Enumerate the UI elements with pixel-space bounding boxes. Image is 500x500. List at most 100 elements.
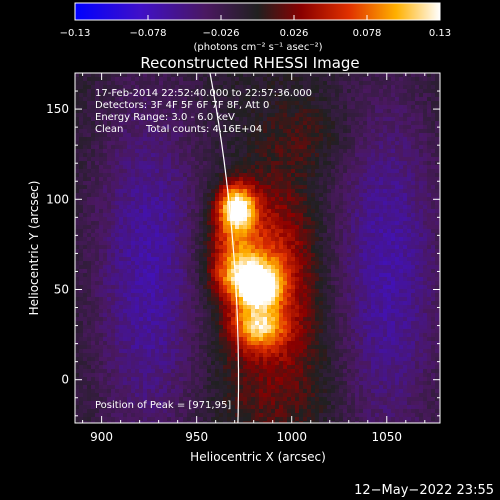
heatmap-cell bbox=[319, 97, 324, 102]
heatmap-cell bbox=[243, 97, 248, 102]
heatmap-cell bbox=[179, 233, 184, 238]
heatmap-cell bbox=[251, 221, 256, 226]
heatmap-cell bbox=[91, 261, 96, 266]
heatmap-cell bbox=[79, 97, 84, 102]
heatmap-cell bbox=[179, 133, 184, 138]
heatmap-cell bbox=[223, 185, 228, 190]
heatmap-cell bbox=[435, 217, 440, 222]
heatmap-cell bbox=[247, 237, 252, 242]
heatmap-cell bbox=[367, 269, 372, 274]
heatmap-cell bbox=[111, 169, 116, 174]
heatmap-cell bbox=[343, 149, 348, 154]
heatmap-cell bbox=[179, 221, 184, 226]
heatmap-cell bbox=[351, 285, 356, 290]
heatmap-cell bbox=[251, 237, 256, 242]
heatmap-cell bbox=[291, 189, 296, 194]
heatmap-cell bbox=[131, 253, 136, 258]
heatmap-cell bbox=[231, 117, 236, 122]
heatmap-cell bbox=[427, 197, 432, 202]
heatmap-cell bbox=[315, 125, 320, 130]
heatmap-cell bbox=[267, 197, 272, 202]
heatmap-cell bbox=[187, 221, 192, 226]
heatmap-cell bbox=[387, 97, 392, 102]
heatmap-cell bbox=[103, 165, 108, 170]
heatmap-cell bbox=[107, 81, 112, 86]
heatmap-cell bbox=[259, 81, 264, 86]
heatmap-cell bbox=[115, 233, 120, 238]
heatmap-cell bbox=[295, 273, 300, 278]
heatmap-cell bbox=[259, 149, 264, 154]
heatmap-cell bbox=[227, 109, 232, 114]
heatmap-cell bbox=[115, 157, 120, 162]
heatmap-cell bbox=[123, 137, 128, 142]
heatmap-cell bbox=[223, 205, 228, 210]
heatmap-cell bbox=[239, 165, 244, 170]
heatmap-cell bbox=[79, 161, 84, 166]
heatmap-cell bbox=[111, 137, 116, 142]
heatmap-cell bbox=[147, 277, 152, 282]
heatmap-cell bbox=[243, 253, 248, 258]
heatmap-cell bbox=[207, 221, 212, 226]
heatmap-cell bbox=[239, 229, 244, 234]
heatmap-cell bbox=[371, 281, 376, 286]
heatmap-cell bbox=[271, 209, 276, 214]
heatmap-cell bbox=[187, 189, 192, 194]
heatmap-cell bbox=[363, 129, 368, 134]
heatmap-cell bbox=[315, 189, 320, 194]
colorbar-tick-label: −0.078 bbox=[129, 28, 166, 39]
heatmap-cell bbox=[319, 201, 324, 206]
heatmap-cell bbox=[119, 285, 124, 290]
heatmap-cell bbox=[407, 257, 412, 262]
heatmap-cell bbox=[339, 237, 344, 242]
heatmap-cell bbox=[271, 101, 276, 106]
heatmap-cell bbox=[95, 205, 100, 210]
heatmap-cell bbox=[259, 281, 264, 286]
heatmap-cell bbox=[295, 241, 300, 246]
heatmap-cell bbox=[407, 89, 412, 94]
heatmap-cell bbox=[99, 153, 104, 158]
heatmap-cell bbox=[191, 93, 196, 98]
heatmap-cell bbox=[95, 73, 100, 78]
heatmap-cell bbox=[335, 201, 340, 206]
heatmap-cell bbox=[103, 169, 108, 174]
heatmap-cell bbox=[163, 77, 168, 82]
heatmap-cell bbox=[267, 89, 272, 94]
heatmap-cell bbox=[407, 113, 412, 118]
heatmap-cell bbox=[411, 241, 416, 246]
heatmap-cell bbox=[127, 117, 132, 122]
heatmap-cell bbox=[127, 73, 132, 78]
heatmap-cell bbox=[395, 117, 400, 122]
heatmap-cell bbox=[267, 265, 272, 270]
heatmap-cell bbox=[251, 137, 256, 142]
heatmap-cell bbox=[291, 281, 296, 286]
heatmap-cell bbox=[327, 261, 332, 266]
heatmap-cell bbox=[419, 141, 424, 146]
heatmap-cell bbox=[347, 213, 352, 218]
heatmap-cell bbox=[187, 113, 192, 118]
heatmap-cell bbox=[411, 77, 416, 82]
heatmap-cell bbox=[255, 113, 260, 118]
heatmap-cell bbox=[431, 129, 436, 134]
heatmap-cell bbox=[143, 193, 148, 198]
heatmap-cell bbox=[363, 81, 368, 86]
heatmap-cell bbox=[239, 89, 244, 94]
heatmap-cell bbox=[223, 269, 228, 274]
heatmap-cell bbox=[251, 257, 256, 262]
heatmap-cell bbox=[311, 153, 316, 158]
heatmap-cell bbox=[155, 89, 160, 94]
heatmap-cell bbox=[363, 109, 368, 114]
heatmap-cell bbox=[95, 181, 100, 186]
heatmap-cell bbox=[143, 261, 148, 266]
heatmap-cell bbox=[95, 93, 100, 98]
heatmap-cell bbox=[259, 217, 264, 222]
heatmap-cell bbox=[387, 201, 392, 206]
heatmap-cell bbox=[367, 265, 372, 270]
heatmap-cell bbox=[75, 169, 80, 174]
heatmap-cell bbox=[79, 169, 84, 174]
heatmap-cell bbox=[143, 225, 148, 230]
heatmap-cell bbox=[411, 281, 416, 286]
heatmap-cell bbox=[283, 85, 288, 90]
heatmap-cell bbox=[107, 97, 112, 102]
heatmap-cell bbox=[155, 193, 160, 198]
